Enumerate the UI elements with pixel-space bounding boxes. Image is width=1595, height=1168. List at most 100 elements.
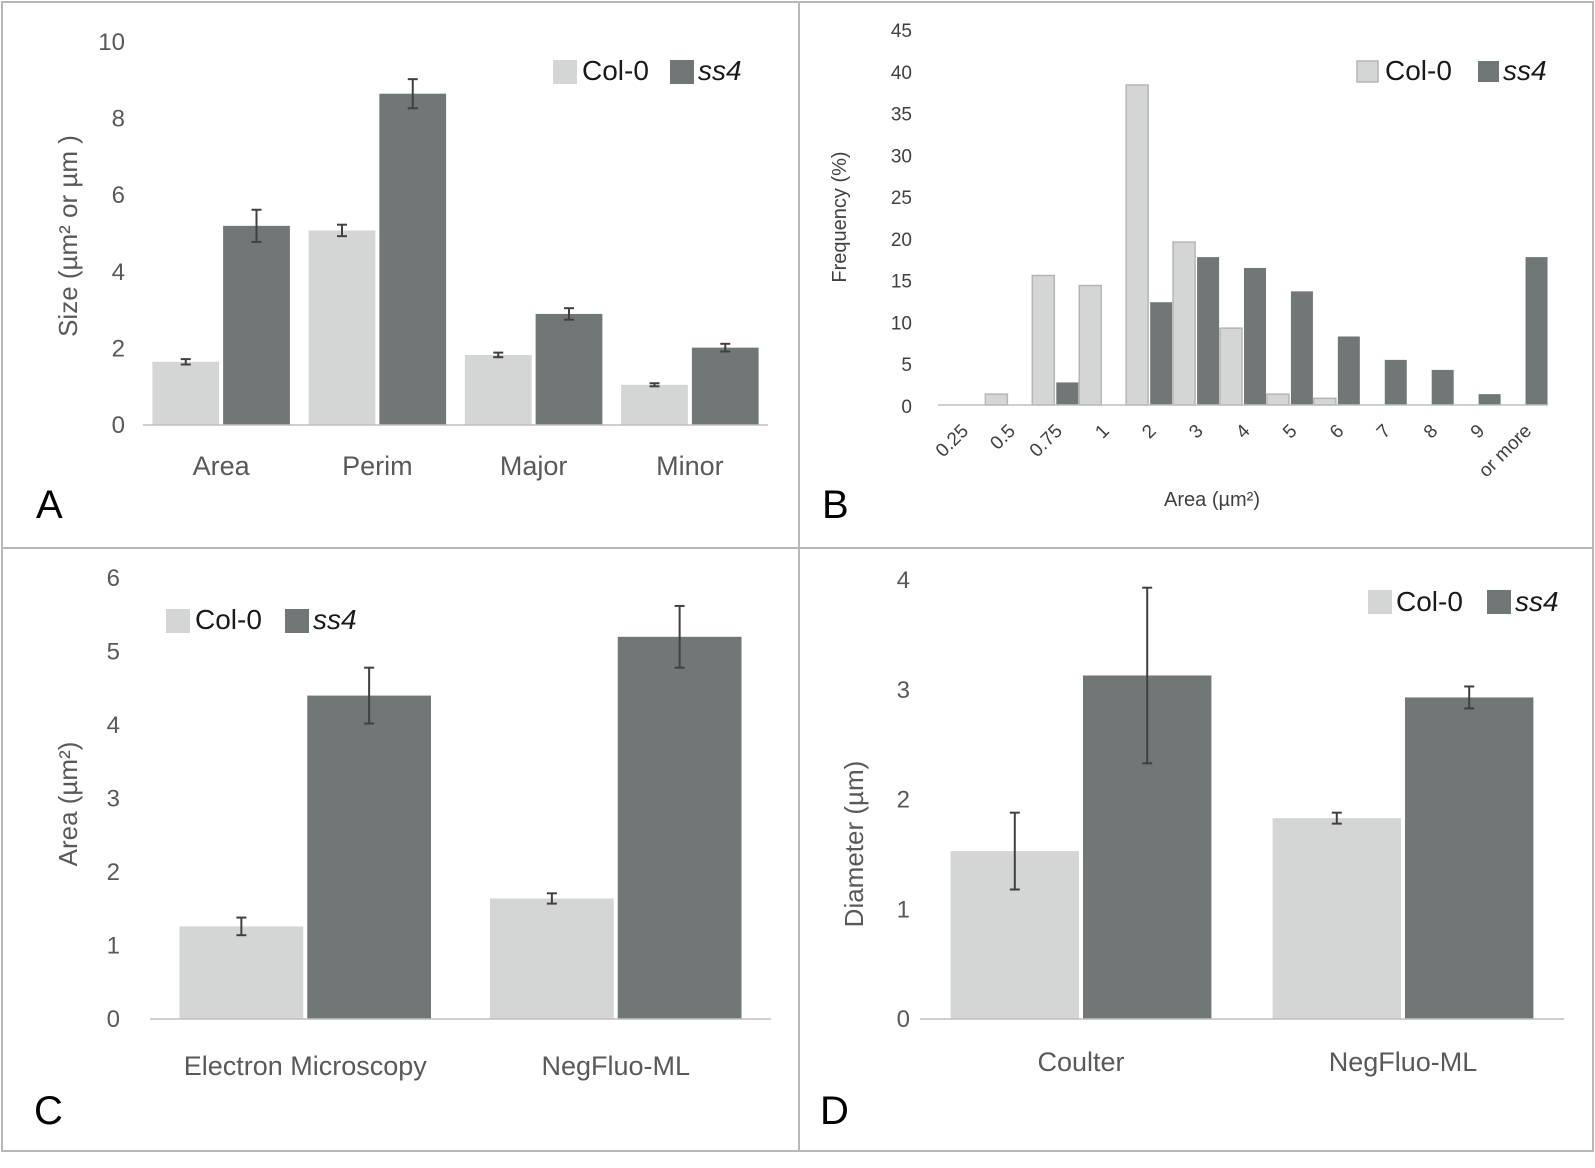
panel-letter-c: C	[34, 1089, 63, 1133]
panel-c-category-label: Electron Microscopy	[184, 1051, 428, 1081]
panel-a-category-label: Perim	[342, 451, 413, 481]
legend-label-col0: Col-0	[195, 604, 262, 635]
panel-b-bar-ss4	[1150, 302, 1173, 405]
panel-b-bar-col0	[1219, 327, 1243, 406]
legend-swatch-col0	[166, 609, 190, 633]
panel-a-ytick: 4	[112, 259, 125, 286]
panel-b-category-label: 0.5	[986, 421, 1020, 455]
panel-a-category-label: Area	[193, 451, 251, 481]
panel-b-bar-ss4	[1197, 257, 1220, 405]
panel-a-category-label: Major	[500, 451, 568, 481]
panel-b-bar-ss4	[1337, 336, 1360, 405]
panel-d-error-bar-ss4	[1464, 685, 1475, 710]
panel-b-category-label: 1	[1091, 421, 1113, 443]
panel-b-ytick: 15	[891, 272, 912, 293]
panel-c-ytick: 0	[107, 1006, 120, 1033]
panel-d-ytick: 1	[897, 896, 910, 923]
panel-c-ylabel: Area (µm²)	[53, 742, 83, 867]
legend-label-ss4: ss4	[1503, 55, 1547, 86]
panel-c-error-bar-col0	[236, 916, 247, 937]
panel-c-bars	[179, 636, 742, 1019]
panel-d-legend: Col-0 ss4	[1368, 586, 1559, 617]
panel-c-category-label: NegFluo-ML	[541, 1051, 690, 1081]
panel-b-ytick: 5	[901, 355, 912, 376]
panel-c-ytick: 1	[107, 933, 120, 960]
panel-a-yticks: 0 2 4 6 8 10	[98, 29, 125, 439]
panel-b-ytick: 45	[891, 21, 912, 42]
panel-b-bars	[984, 84, 1548, 406]
panel-a-error-bar-ss4	[564, 307, 574, 321]
panel-a-bar-ss4	[691, 347, 759, 425]
legend-swatch-col0	[1368, 590, 1392, 614]
panel-d-bar-ss4	[1405, 697, 1534, 1019]
panel-a-legend: Col-0 ss4	[553, 55, 742, 86]
panel-b-category-label: or more	[1475, 421, 1536, 482]
legend-label-col0: Col-0	[1396, 586, 1463, 617]
panel-b-ytick: 10	[891, 313, 912, 334]
panel-b-bar-ss4	[1525, 257, 1548, 405]
panel-d-ytick: 2	[897, 787, 910, 814]
panel-b-bar-col0	[1266, 393, 1290, 406]
legend-label-ss4: ss4	[698, 55, 742, 86]
panel-b-bar-ss4	[1056, 382, 1079, 405]
legend-swatch-ss4	[670, 60, 694, 84]
panel-a-error-bars	[180, 78, 731, 388]
panel-c-bar-col0	[489, 898, 614, 1019]
panel-b-bar-ss4	[1244, 267, 1266, 405]
panel-a-chart: Size (µm² or µm ) 0 2 4 6 8 10 Area Perim Major…	[53, 29, 768, 481]
panel-b-bar-col0	[1078, 284, 1102, 406]
panel-b-bar-col0	[1172, 241, 1196, 406]
panel-c-error-bar-ss4	[364, 666, 375, 725]
panel-b-category-label: 4	[1232, 420, 1255, 443]
panel-d-error-bar-col0	[1331, 811, 1342, 825]
panel-c-ytick: 4	[107, 712, 120, 739]
legend-swatch-ss4	[1487, 590, 1511, 614]
panel-c-categories: Electron Microscopy NegFluo-ML	[184, 1051, 690, 1081]
panel-b-category-label: 7	[1373, 421, 1395, 443]
panel-b-ytick: 20	[891, 230, 912, 251]
panel-d-yticks: 0 1 2 3 4	[897, 567, 910, 1033]
legend-swatch-col0	[553, 60, 577, 84]
panel-b-bar-ss4	[1431, 369, 1454, 405]
panel-b-category-label: 0.75	[1026, 421, 1067, 462]
panel-b-bar-col0	[1125, 84, 1149, 406]
panel-b-bar-col0	[1313, 397, 1337, 406]
panel-c-ytick: 5	[107, 639, 120, 666]
panel-c-bar-ss4	[307, 695, 432, 1019]
panel-a-ytick: 8	[112, 106, 125, 133]
panel-a-error-bar-col0	[180, 358, 191, 366]
panel-d-error-bar-ss4	[1142, 586, 1153, 765]
panel-a-bar-col0	[621, 384, 688, 425]
panel-a-ytick: 2	[112, 335, 125, 362]
panel-d-category-label: Coulter	[1037, 1047, 1124, 1077]
panel-d-frame	[798, 547, 1594, 1152]
panel-b-ytick: 30	[891, 146, 912, 167]
panel-b-bar-ss4	[1478, 394, 1501, 405]
panel-b-ytick: 35	[891, 105, 912, 126]
panel-a-error-bar-col0	[337, 223, 347, 238]
panel-a-bar-ss4	[379, 93, 447, 425]
legend-label-col0: Col-0	[582, 55, 649, 86]
panel-b-bar-col0	[984, 393, 1009, 406]
panel-b-xlabel: Area (µm²)	[1164, 489, 1260, 511]
panel-a-ylabel: Size (µm² or µm )	[53, 135, 83, 337]
legend-label-ss4: ss4	[1515, 586, 1559, 617]
panel-c-error-bar-ss4	[674, 604, 685, 669]
panel-a-bar-col0	[152, 361, 220, 425]
panel-d-chart: Diameter (µm) 0 1 2 3 4 Coulter NegFluo-ML Co…	[839, 567, 1564, 1077]
panel-a-bar-col0	[464, 354, 532, 425]
panel-d-ytick: 4	[897, 567, 910, 594]
panel-a-error-bar-col0	[649, 382, 660, 388]
panel-letter-b: B	[822, 483, 849, 527]
panel-a-ytick: 6	[112, 182, 125, 209]
panel-c-error-bar-col0	[546, 892, 557, 905]
panel-c-ytick: 3	[107, 786, 120, 813]
panel-d-error-bars	[1009, 586, 1475, 891]
panel-a-bar-col0	[308, 230, 376, 425]
panel-b-categories: 0.25 0.5 0.75 1 2 3 4 5 6 7 8 9or more	[932, 420, 1536, 481]
panel-c-ytick: 6	[107, 565, 120, 592]
legend-swatch-ss4	[1478, 61, 1499, 82]
panel-letter-d: D	[820, 1089, 849, 1133]
panel-b-category-label: 5	[1279, 421, 1301, 443]
legend-label-col0: Col-0	[1385, 55, 1452, 86]
